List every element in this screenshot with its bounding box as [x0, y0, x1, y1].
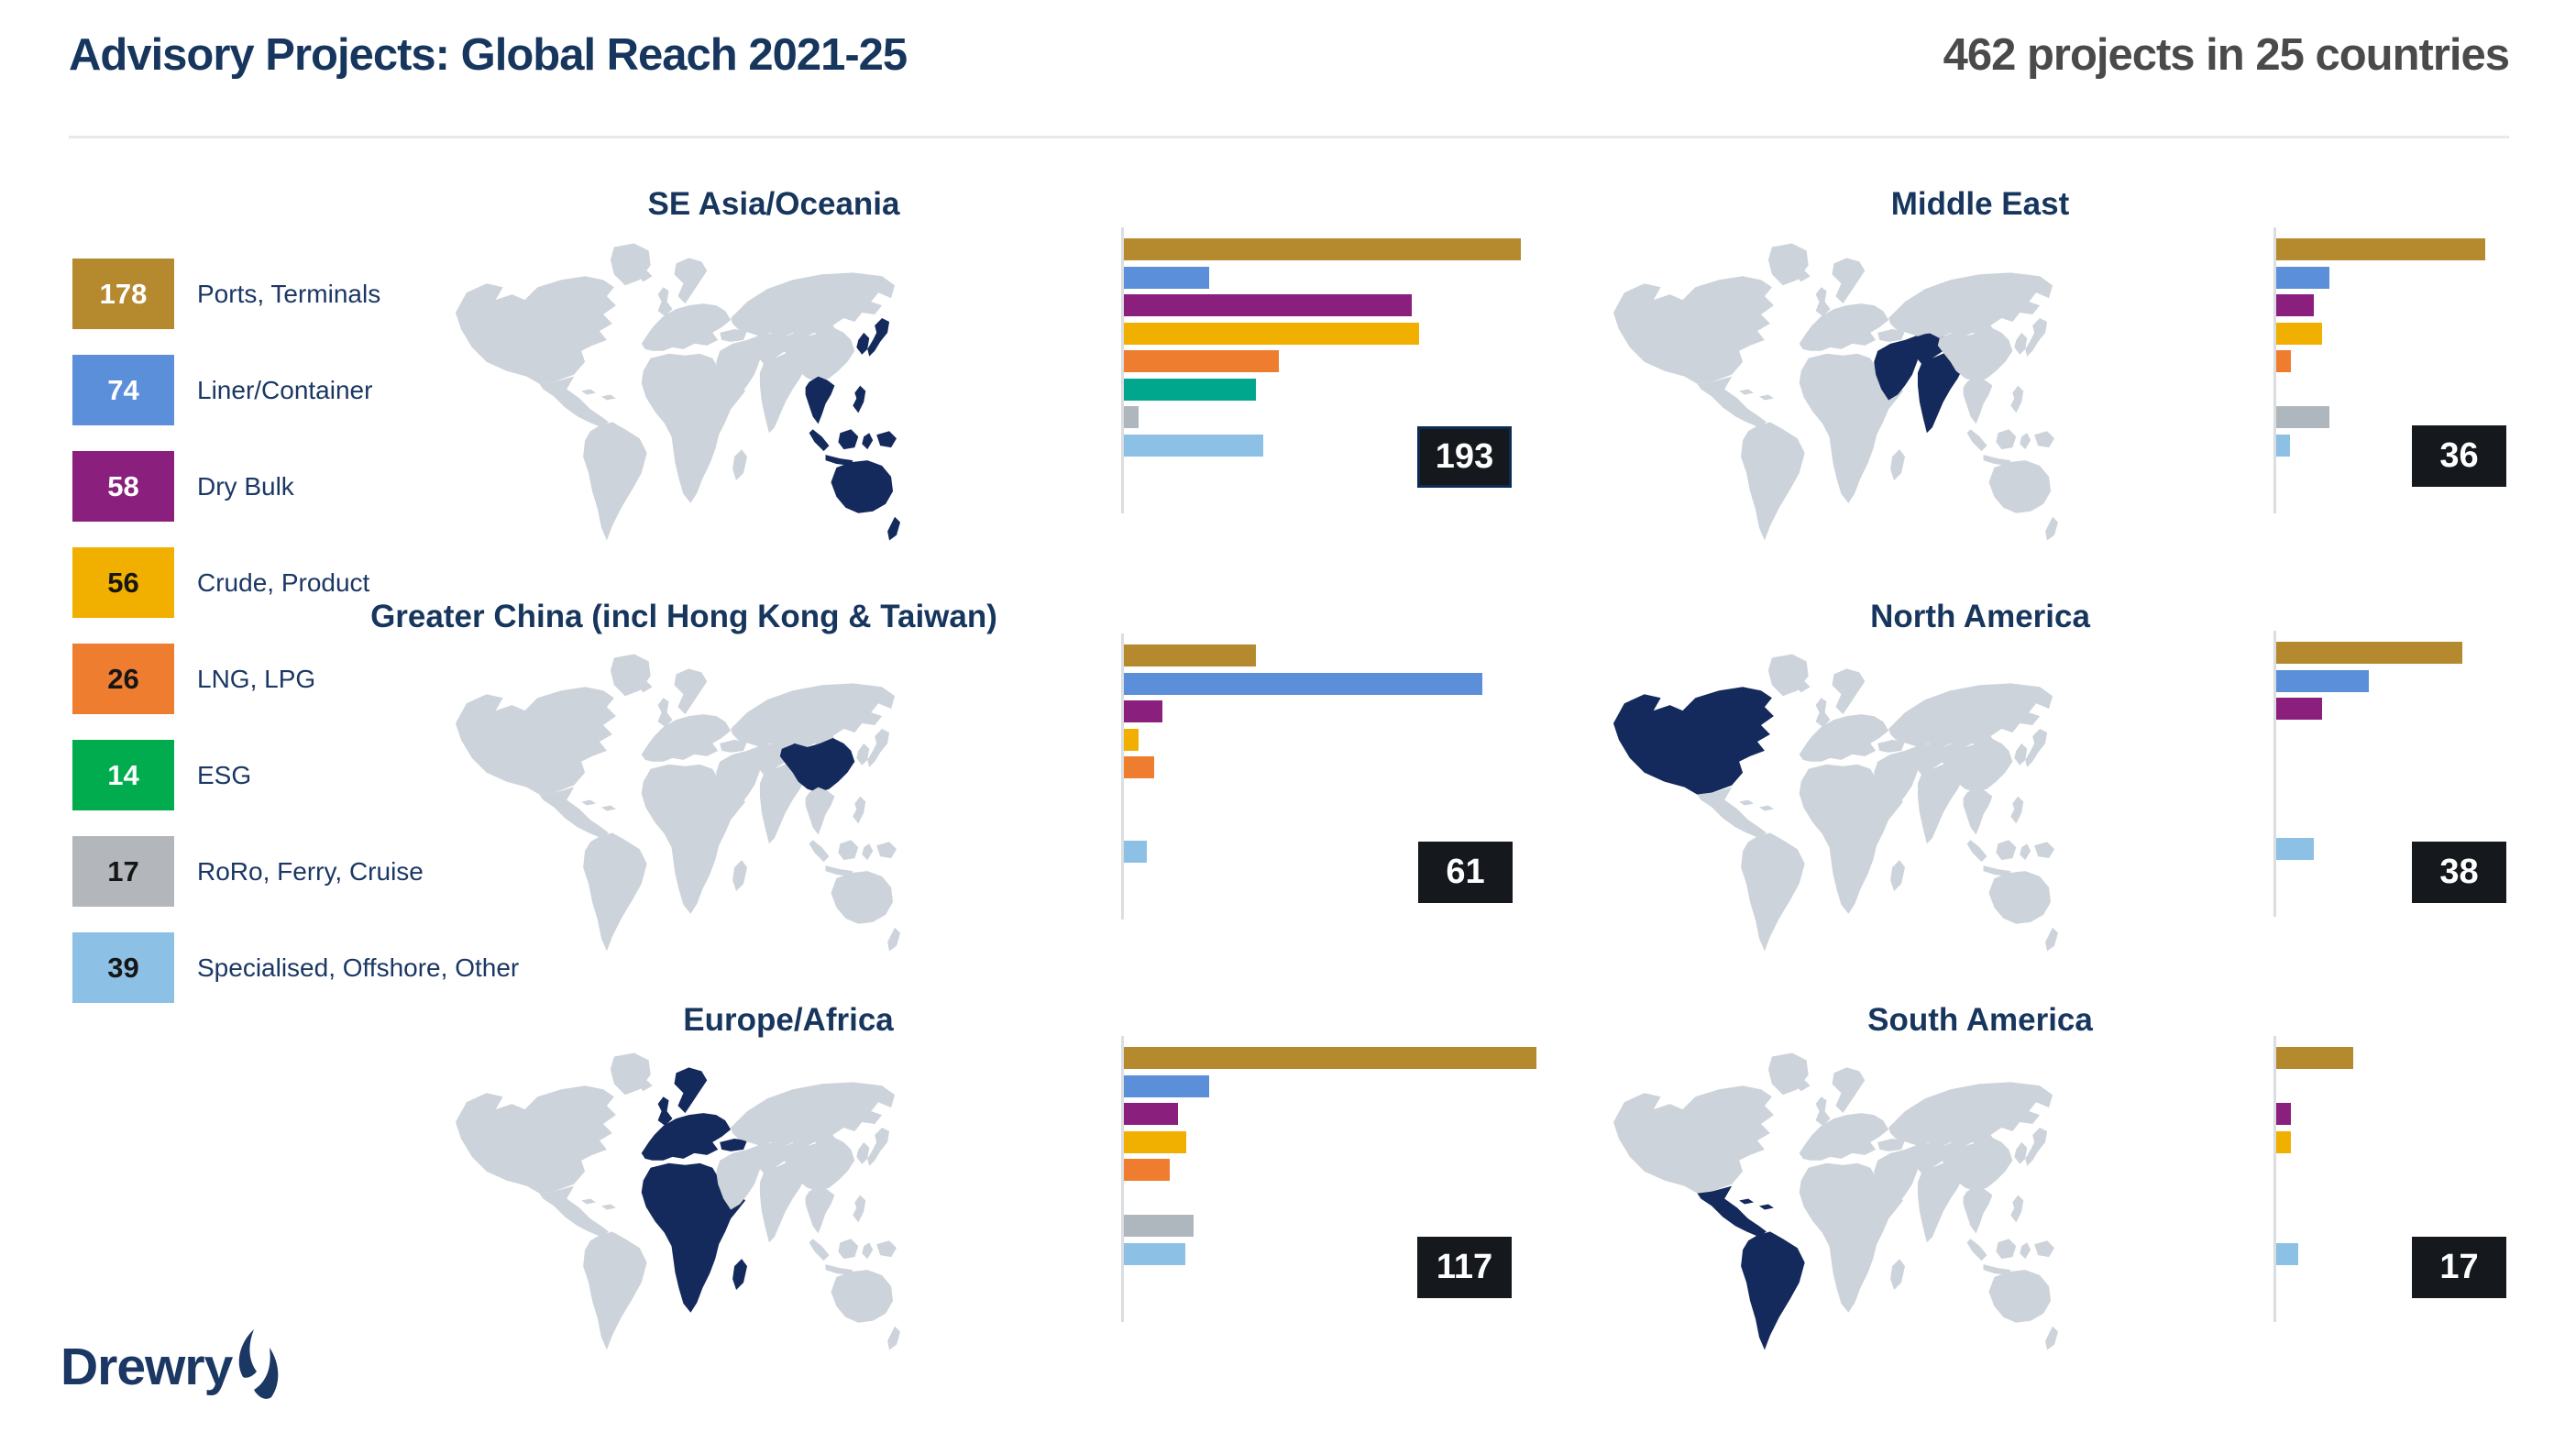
legend-label: Specialised, Offshore, Other: [197, 953, 520, 982]
bar-greater-china-liner-container: [1124, 672, 1482, 695]
region-title-north-america: North America: [1870, 599, 2090, 634]
bar-north-america-specialised-offshore-other: [2276, 837, 2314, 860]
legend-swatch-esg: 14: [72, 740, 174, 810]
chart-axis-middle-east: [2273, 227, 2276, 513]
region-title-europe-africa: Europe/Africa: [683, 1002, 894, 1038]
bar-greater-china-dry-bulk: [1124, 700, 1162, 722]
world-map-europe-africa: [455, 1052, 901, 1350]
chart-axis-north-america: [2273, 631, 2276, 917]
bar-se-asia-oceania-crude-product: [1124, 322, 1419, 345]
drewry-flame-icon: [238, 1329, 279, 1399]
bar-north-america-ports-terminals: [2276, 642, 2462, 664]
world-map-se-asia-oceania: [455, 243, 901, 541]
bar-greater-china-crude-product: [1124, 728, 1139, 751]
total-badge-se-asia-oceania: 193: [1417, 426, 1512, 488]
bar-middle-east-roro-ferry-cruise: [2276, 406, 2329, 428]
bar-north-america-dry-bulk: [2276, 698, 2322, 720]
legend-swatch-crude-product: 56: [72, 547, 174, 618]
bar-middle-east-ports-terminals: [2276, 238, 2485, 260]
bar-europe-africa-specialised-offshore-other: [1124, 1242, 1185, 1265]
world-map-greater-china: [455, 654, 901, 952]
legend-item-lng-lpg: 26 LNG, LPG: [72, 644, 622, 714]
total-badge-north-america: 38: [2412, 842, 2506, 903]
bar-middle-east-specialised-offshore-other: [2276, 434, 2290, 457]
bar-middle-east-liner-container: [2276, 266, 2329, 289]
legend-swatch-dry-bulk: 58: [72, 451, 174, 522]
total-badge-greater-china: 61: [1418, 842, 1513, 903]
world-map-middle-east: [1613, 243, 2059, 541]
chart-axis-greater-china: [1121, 633, 1124, 920]
region-title-south-america: South America: [1867, 1002, 2093, 1038]
bar-se-asia-oceania-dry-bulk: [1124, 294, 1412, 316]
chart-axis-se-asia-oceania: [1121, 227, 1124, 513]
legend-item-liner-container: 74 Liner/Container: [72, 355, 622, 425]
bar-south-america-dry-bulk: [2276, 1103, 2291, 1125]
header-divider: [69, 136, 2509, 138]
bar-se-asia-oceania-specialised-offshore-other: [1124, 434, 1263, 457]
bar-europe-africa-ports-terminals: [1124, 1047, 1536, 1069]
legend-swatch-lng-lpg: 26: [72, 644, 174, 714]
total-badge-europe-africa: 117: [1417, 1237, 1512, 1298]
bar-greater-china-lng-lpg: [1124, 756, 1154, 778]
bar-south-america-specialised-offshore-other: [2276, 1242, 2298, 1265]
bar-north-america-liner-container: [2276, 669, 2369, 692]
legend-label: RoRo, Ferry, Cruise: [197, 857, 424, 886]
legend-swatch-roro-ferry-cruise: 17: [72, 836, 174, 907]
legend-label: Dry Bulk: [197, 472, 294, 501]
bar-se-asia-oceania-esg: [1124, 378, 1256, 401]
bar-greater-china-specialised-offshore-other: [1124, 840, 1147, 863]
legend-label: Liner/Container: [197, 376, 373, 404]
bar-europe-africa-liner-container: [1124, 1074, 1209, 1097]
legend-item-crude-product: 56 Crude, Product: [72, 547, 622, 618]
legend-item-ports-terminals: 178 Ports, Terminals: [72, 259, 622, 329]
bar-europe-africa-roro-ferry-cruise: [1124, 1215, 1194, 1237]
bar-se-asia-oceania-ports-terminals: [1124, 238, 1521, 260]
bar-middle-east-dry-bulk: [2276, 294, 2314, 316]
legend-item-esg: 14 ESG: [72, 740, 622, 810]
legend-item-roro-ferry-cruise: 17 RoRo, Ferry, Cruise: [72, 836, 622, 907]
legend-swatch-specialised-offshore-other: 39: [72, 932, 174, 1003]
world-map-south-america: [1613, 1052, 2059, 1350]
region-title-middle-east: Middle East: [1890, 186, 2070, 222]
legend-label: ESG: [197, 761, 252, 789]
page-title: Advisory Projects: Global Reach 2021-25: [69, 30, 908, 80]
legend-swatch-ports-terminals: 178: [72, 259, 174, 329]
world-map-north-america: [1613, 654, 2059, 952]
chart-axis-europe-africa: [1121, 1036, 1124, 1322]
bar-europe-africa-lng-lpg: [1124, 1159, 1170, 1181]
bar-se-asia-oceania-roro-ferry-cruise: [1124, 406, 1139, 428]
total-badge-south-america: 17: [2412, 1237, 2506, 1298]
chart-axis-south-america: [2273, 1036, 2276, 1322]
legend-item-dry-bulk: 58 Dry Bulk: [72, 451, 622, 522]
header-stat: 462 projects in 25 countries: [1943, 30, 2510, 80]
legend-item-specialised-offshore-other: 39 Specialised, Offshore, Other: [72, 932, 622, 1003]
legend-label: Ports, Terminals: [197, 280, 381, 308]
bar-se-asia-oceania-lng-lpg: [1124, 350, 1279, 372]
total-badge-middle-east: 36: [2412, 425, 2506, 487]
bar-se-asia-oceania-liner-container: [1124, 266, 1209, 289]
bar-south-america-crude-product: [2276, 1130, 2291, 1153]
region-title-greater-china: Greater China (incl Hong Kong & Taiwan): [370, 599, 997, 634]
bar-south-america-ports-terminals: [2276, 1047, 2353, 1069]
region-title-se-asia-oceania: SE Asia/Oceania: [647, 186, 900, 222]
bar-europe-africa-crude-product: [1124, 1130, 1186, 1153]
bar-middle-east-lng-lpg: [2276, 350, 2291, 372]
legend-label: LNG, LPG: [197, 665, 316, 693]
bar-europe-africa-dry-bulk: [1124, 1103, 1178, 1125]
bar-middle-east-crude-product: [2276, 322, 2322, 345]
legend-swatch-liner-container: 74: [72, 355, 174, 425]
legend-label: Crude, Product: [197, 568, 370, 597]
drewry-logo-text: Drewry: [61, 1338, 233, 1396]
bar-greater-china-ports-terminals: [1124, 644, 1256, 666]
